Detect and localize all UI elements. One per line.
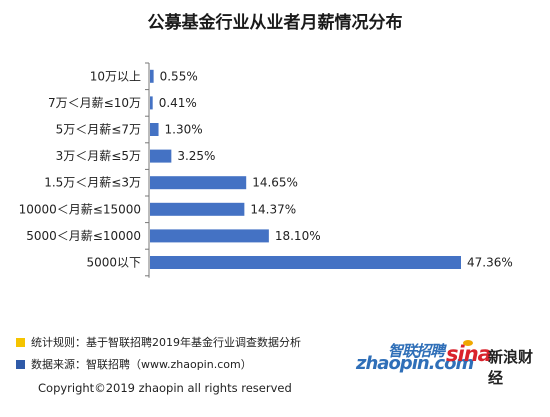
data-label: 14.65% [252, 176, 298, 190]
data-label: 14.37% [250, 202, 296, 216]
bar [150, 176, 247, 190]
zhaopin-logo: 智联招聘 zhaopin.com [356, 340, 474, 374]
category-label: 7万＜月薪≤10万 [48, 96, 141, 110]
bar [150, 229, 269, 243]
data-label: 3.25% [177, 149, 215, 163]
source-swatch-icon [16, 359, 25, 369]
bar [150, 149, 172, 163]
rule-note: 统计规则：基于智联招聘2019年基金行业调查数据分析 [16, 334, 301, 350]
source-note-text: 数据来源：智联招聘（www.zhaopin.com） [31, 358, 252, 371]
bar-chart: 10万以上 0.55% 7万＜月薪≤10万 0.41% 5万＜月薪≤7万 1.30% 3万＜… [19, 62, 513, 278]
copyright-text: Copyright©2019 zhaopin all rights reserv… [38, 381, 292, 395]
rule-swatch-icon [16, 337, 25, 347]
rule-note-text: 统计规则：基于智联招聘2019年基金行业调查数据分析 [31, 336, 301, 349]
data-label: 1.30% [165, 123, 203, 137]
source-note: 数据来源：智联招聘（www.zhaopin.com） [16, 356, 252, 372]
category-label: 5000以下 [86, 256, 141, 270]
sina-finance-logo: sina 新浪财经 [446, 340, 546, 387]
sina-eye-icon [463, 340, 473, 346]
sina-logo-text: sina [446, 342, 492, 366]
bar [150, 256, 461, 269]
category-label: 5000＜月薪≤10000 [26, 229, 141, 243]
zhaopin-logo-cn: 智联招聘 [388, 342, 445, 360]
bar [150, 69, 154, 83]
sina-finance-text: 新浪财经 [488, 348, 534, 387]
data-label: 0.41% [159, 96, 197, 110]
data-label: 47.36% [467, 256, 513, 270]
category-label: 5万＜月薪≤7万 [56, 123, 141, 137]
data-label: 18.10% [275, 229, 321, 243]
category-label: 3万＜月薪≤5万 [56, 149, 141, 163]
data-label: 0.55% [160, 69, 198, 83]
bar [150, 96, 153, 110]
chart-title: 公募基金行业从业者月薪情况分布 [147, 13, 403, 33]
category-label: 10万以上 [90, 69, 141, 83]
bar [150, 202, 245, 216]
category-label: 1.5万＜月薪≤3万 [44, 176, 141, 190]
category-label: 10000＜月薪≤15000 [19, 202, 141, 216]
zhaopin-logo-en: zhaopin.com [356, 353, 474, 374]
bar [150, 123, 159, 136]
